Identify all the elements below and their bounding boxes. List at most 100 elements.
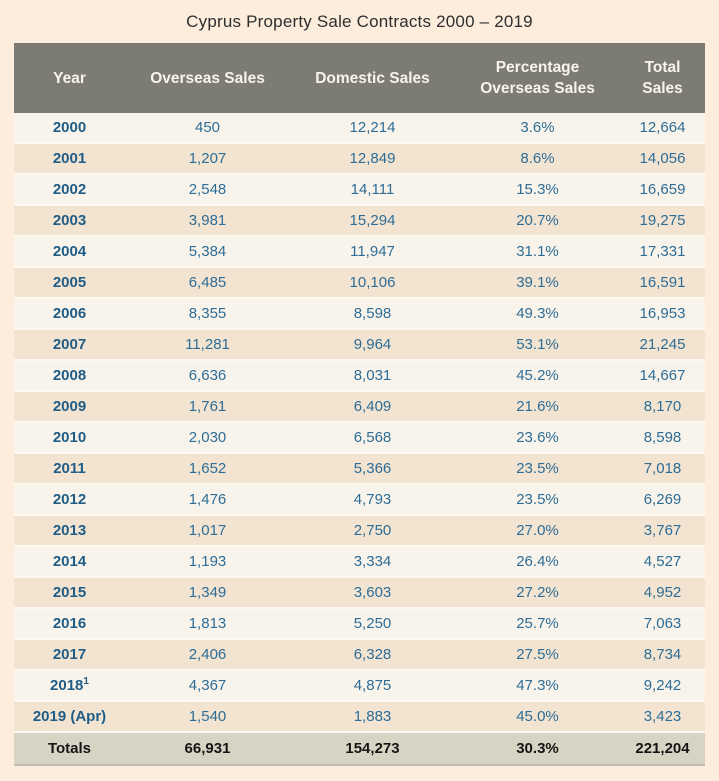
table-row: 2006 8,355 8,598 49.3% 16,953 [14,299,705,330]
header-row: Year Overseas Sales Domestic Sales Perce… [14,43,705,113]
year-label: 2002 [52,181,87,198]
cell-total: 14,056 [620,144,705,175]
table-row: 2009 1,761 6,409 21.6% 8,170 [14,392,705,423]
cell-domestic: 12,849 [290,144,455,175]
year-label: 2009 [52,398,87,415]
table-row: 2012 1,476 4,793 23.5% 6,269 [14,485,705,516]
cell-percentage: 8.6% [455,144,620,175]
cell-total: 16,659 [620,175,705,206]
totals-percentage: 30.3% [455,733,620,766]
cell-overseas: 1,652 [125,454,290,485]
table-row: 2003 3,981 15,294 20.7% 19,275 [14,206,705,237]
cell-year: 2010 [14,423,125,454]
year-label: 2010 [52,429,87,446]
year-label: 2001 [52,150,87,167]
totals-domestic: 154,273 [290,733,455,766]
cell-overseas: 4,367 [125,671,290,702]
cell-year: 2001 [14,144,125,175]
cell-year: 2011 [14,454,125,485]
cell-overseas: 1,207 [125,144,290,175]
cell-overseas: 2,548 [125,175,290,206]
header-line: Total [644,59,681,76]
header-line: Domestic Sales [315,69,430,87]
cell-domestic: 6,409 [290,392,455,423]
totals-total: 221,204 [620,733,705,766]
cell-percentage: 3.6% [455,113,620,144]
year-footnote-marker: 1 [83,676,89,687]
column-header-percentage-overseas-sales: Percentage Overseas Sales [455,43,620,113]
year-label: 2014 [52,553,87,570]
cell-domestic: 8,031 [290,361,455,392]
table-row: 2017 2,406 6,328 27.5% 8,734 [14,640,705,671]
cell-overseas: 1,349 [125,578,290,609]
cell-year: 2002 [14,175,125,206]
year-label: 2007 [52,336,87,353]
cell-total: 16,953 [620,299,705,330]
cell-year: 2013 [14,516,125,547]
cell-year: 20181 [14,671,125,702]
cell-domestic: 6,328 [290,640,455,671]
cell-total: 19,275 [620,206,705,237]
table-body: 2000 450 12,214 3.6% 12,664 2001 1,207 12,849 8.… [14,113,705,733]
cell-percentage: 15.3% [455,175,620,206]
cell-year: 2004 [14,237,125,268]
cell-domestic: 2,750 [290,516,455,547]
year-label: 2008 [52,367,87,384]
cell-domestic: 4,793 [290,485,455,516]
cell-domestic: 3,603 [290,578,455,609]
totals-row: Totals 66,931 154,273 30.3% 221,204 [14,733,705,766]
cell-total: 3,423 [620,702,705,733]
cell-overseas: 1,540 [125,702,290,733]
cell-percentage: 23.6% [455,423,620,454]
column-header-domestic-sales: Domestic Sales [290,43,455,113]
table-row: 2000 450 12,214 3.6% 12,664 [14,113,705,144]
cell-total: 8,734 [620,640,705,671]
cell-domestic: 1,883 [290,702,455,733]
year-label: 2012 [52,491,87,508]
cell-percentage: 49.3% [455,299,620,330]
year-label: 2006 [52,305,87,322]
table-row: 2010 2,030 6,568 23.6% 8,598 [14,423,705,454]
cell-overseas: 2,406 [125,640,290,671]
table-header: Year Overseas Sales Domestic Sales Perce… [14,43,705,113]
header-line: Percentage [495,59,580,76]
cell-domestic: 8,598 [290,299,455,330]
cell-year: 2000 [14,113,125,144]
cell-year: 2015 [14,578,125,609]
cell-total: 4,527 [620,547,705,578]
cell-percentage: 20.7% [455,206,620,237]
cell-domestic: 14,111 [290,175,455,206]
header-line: Overseas Sales [150,69,265,87]
table-row: 2019 (Apr) 1,540 1,883 45.0% 3,423 [14,702,705,733]
table-row: 2014 1,193 3,334 26.4% 4,527 [14,547,705,578]
totals-label: Totals [14,733,125,766]
cell-percentage: 27.5% [455,640,620,671]
cell-domestic: 4,875 [290,671,455,702]
cell-overseas: 3,981 [125,206,290,237]
table-row: 2015 1,349 3,603 27.2% 4,952 [14,578,705,609]
cell-percentage: 53.1% [455,330,620,361]
table-row: 2001 1,207 12,849 8.6% 14,056 [14,144,705,175]
table-row: 2007 11,281 9,964 53.1% 21,245 [14,330,705,361]
cell-total: 9,242 [620,671,705,702]
cell-total: 4,952 [620,578,705,609]
cell-overseas: 1,476 [125,485,290,516]
cell-domestic: 15,294 [290,206,455,237]
table-footer: Totals 66,931 154,273 30.3% 221,204 [14,733,705,766]
cell-percentage: 23.5% [455,485,620,516]
table-row: 2002 2,548 14,111 15.3% 16,659 [14,175,705,206]
year-label: 2017 [52,646,87,663]
year-label: 2015 [52,584,87,601]
header-line: Year [53,69,86,87]
totals-overseas: 66,931 [125,733,290,766]
cell-total: 7,063 [620,609,705,640]
cell-percentage: 47.3% [455,671,620,702]
year-label: 2003 [52,212,87,229]
column-header-year: Year [14,43,125,113]
cell-percentage: 39.1% [455,268,620,299]
cell-total: 16,591 [620,268,705,299]
cell-total: 17,331 [620,237,705,268]
header-line: Overseas Sales [480,80,595,97]
cell-percentage: 45.2% [455,361,620,392]
